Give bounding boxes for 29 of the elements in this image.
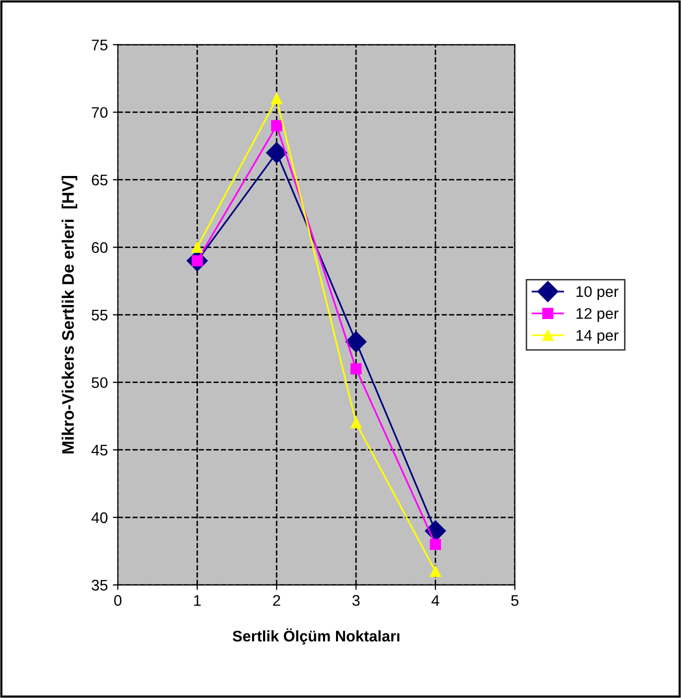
y-axis-title: Mikro-Vickers Sertlik De erleri [HV]	[62, 176, 78, 454]
point	[350, 417, 362, 428]
y-tick-label: 50	[92, 377, 108, 388]
legend-label: 12 per	[576, 308, 618, 322]
y-tick-label: 75	[92, 40, 108, 50]
point	[266, 142, 288, 164]
x-tick-label: 2	[273, 595, 280, 606]
y-tick-label: 35	[92, 580, 108, 591]
legend-label: 14 per	[576, 330, 618, 344]
point	[350, 363, 362, 374]
point	[346, 331, 367, 352]
legend-label: 10 per	[576, 286, 618, 300]
x-tick-label: 0	[114, 595, 122, 606]
y-tick-label: 60	[92, 242, 108, 253]
y-tick-label: 40	[91, 512, 108, 524]
x-axis-title: Sertlik Ölçüm Noktaları	[232, 628, 400, 645]
y-tick-label: 55	[92, 310, 108, 320]
point	[430, 566, 441, 577]
y-tick-label: 45	[91, 444, 108, 456]
x-tick-label: 4	[432, 595, 440, 606]
y-tick-label: 65	[92, 174, 108, 186]
point	[430, 538, 441, 550]
y-tick-label: 70	[92, 107, 108, 118]
x-tick-label: 1	[194, 595, 201, 606]
point	[271, 120, 282, 132]
x-tick-label: 5	[511, 595, 518, 606]
point	[192, 242, 203, 253]
x-tick-label: 3	[352, 595, 360, 606]
point	[271, 93, 282, 104]
